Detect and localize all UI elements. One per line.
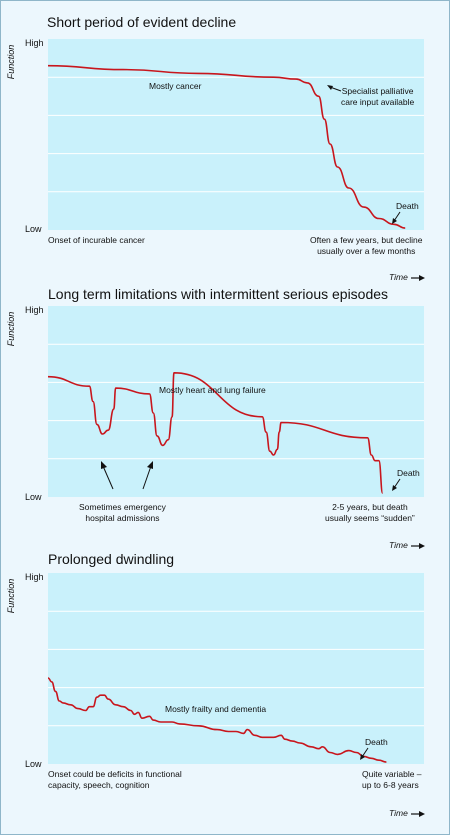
duration-note: Quite variable – up to 6-8 years	[362, 769, 422, 791]
duration-note-line2: up to 6-8 years	[362, 780, 419, 790]
panel-short-decline: Short period of evident decline Function…	[1, 1, 449, 286]
panel-title: Long term limitations with intermittent …	[48, 286, 389, 302]
function-trajectory-line	[47, 677, 387, 763]
mid-annotation: Mostly cancer	[149, 81, 202, 91]
y-tick-high: High	[25, 305, 44, 315]
death-arrow	[392, 211, 401, 224]
x-axis-label: Time	[389, 540, 408, 550]
right-arrow-icon	[411, 543, 425, 549]
annotation-arrow	[327, 85, 342, 92]
duration-note-line2: usually over a few months	[317, 246, 416, 256]
x-axis-label: Time	[389, 272, 408, 282]
y-axis-label: Function	[6, 44, 16, 80]
onset-note: Onset of incurable cancer	[48, 235, 145, 245]
onset-note-line2: capacity, speech, cognition	[48, 780, 150, 790]
plot-area	[48, 39, 424, 230]
y-axis-label: Function	[6, 578, 16, 614]
y-tick-high: High	[25, 38, 44, 48]
y-axis-label: Function	[6, 311, 16, 347]
death-label: Death	[397, 468, 420, 478]
palliative-note-line1: Specialist palliative	[341, 86, 414, 96]
plot-svg	[47, 343, 424, 494]
duration-note-line1: 2-5 years, but death	[332, 502, 408, 512]
panel-title: Prolonged dwindling	[48, 551, 175, 567]
onset-note: Onset could be deficits in functional ca…	[48, 769, 182, 791]
right-arrow-icon	[411, 811, 425, 817]
duration-note: 2-5 years, but death usually seems “sudd…	[325, 502, 415, 524]
death-arrow	[392, 478, 401, 491]
mid-annotation: Mostly frailty and dementia	[165, 704, 267, 714]
admissions-note-line1: Sometimes emergency	[79, 502, 166, 512]
plot-svg	[47, 610, 424, 763]
admissions-note-line2: hospital admissions	[85, 513, 160, 523]
death-label: Death	[365, 737, 388, 747]
y-tick-low: Low	[25, 492, 42, 502]
y-tick-high: High	[25, 572, 44, 582]
mid-annotation: Mostly heart and lung failure	[159, 385, 266, 395]
onset-note-line1: Onset could be deficits in functional	[48, 769, 182, 779]
panel-intermittent-episodes: Long term limitations with intermittent …	[1, 286, 449, 556]
admissions-note: Sometimes emergency hospital admissions	[79, 502, 166, 524]
duration-note-line2: usually seems “sudden”	[325, 513, 415, 523]
palliative-note-line2: care input available	[341, 97, 415, 107]
plot-svg	[47, 64, 424, 229]
plot-area	[48, 306, 424, 497]
function-trajectory-line	[47, 64, 406, 229]
x-axis-label: Time	[389, 808, 408, 818]
function-trajectory-line	[47, 372, 384, 494]
death-arrow	[360, 747, 369, 760]
duration-note: Often a few years, but decline usually o…	[310, 235, 422, 257]
palliative-note: Specialist palliative care input availab…	[341, 86, 414, 108]
y-tick-low: Low	[25, 224, 42, 234]
admission-arrows	[101, 461, 153, 490]
right-arrow-icon	[411, 275, 425, 281]
panel-prolonged-dwindling: Prolonged dwindling Function High Low Mo…	[1, 551, 449, 834]
y-tick-low: Low	[25, 759, 42, 769]
duration-note-line1: Often a few years, but decline	[310, 235, 423, 245]
panel-title: Short period of evident decline	[47, 14, 237, 30]
duration-note-line1: Quite variable –	[362, 769, 422, 779]
death-label: Death	[396, 201, 419, 211]
